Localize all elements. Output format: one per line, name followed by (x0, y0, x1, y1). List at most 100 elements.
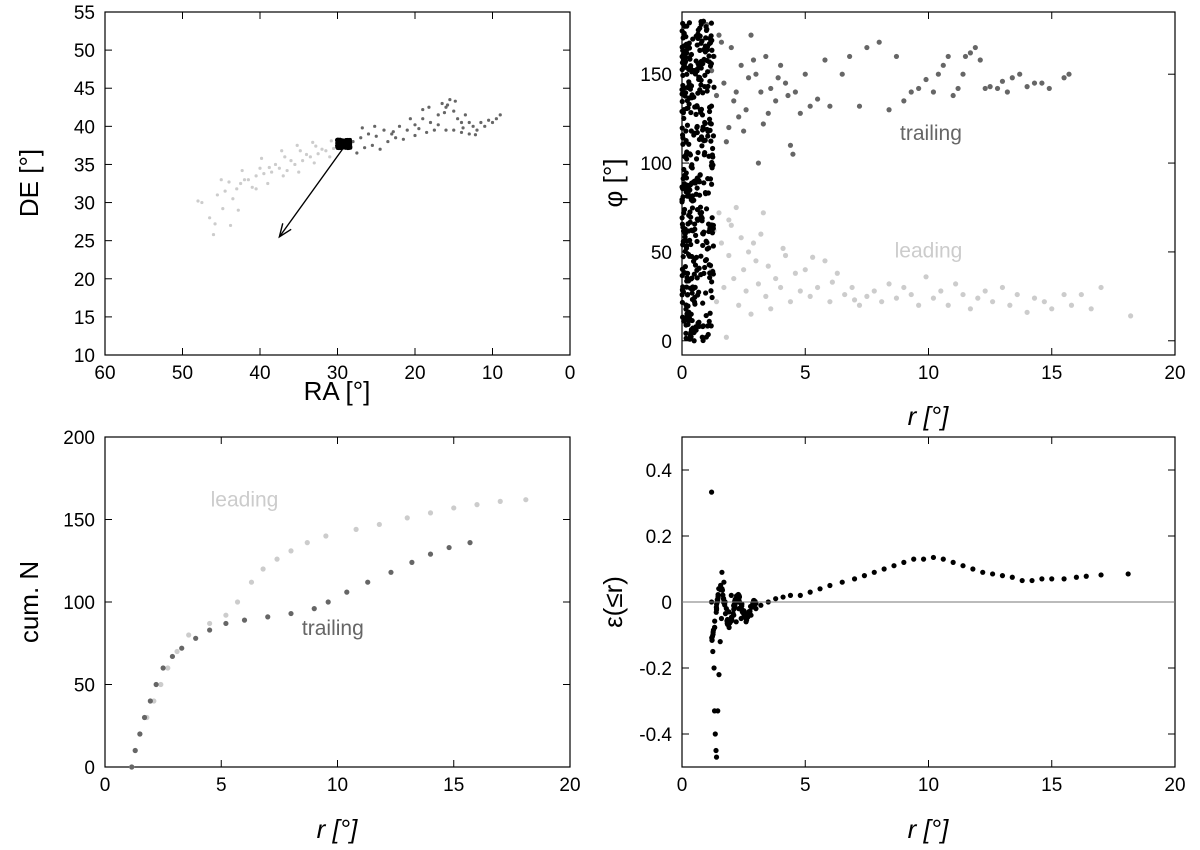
point-trailing (708, 68, 715, 74)
point-core (683, 284, 690, 290)
point-leading (763, 293, 769, 299)
point-core (679, 299, 685, 306)
point-epsilon (999, 573, 1006, 579)
point-trailing (427, 551, 434, 557)
annotation-leading: leading (895, 239, 963, 262)
point-trailing (344, 589, 350, 595)
point-core (696, 289, 702, 295)
point-leading (308, 155, 312, 159)
point-core (684, 105, 690, 112)
point-leading (822, 258, 828, 264)
point-trailing (827, 103, 833, 109)
point-epsilon (721, 579, 727, 585)
point-leading (765, 263, 771, 269)
point-oscillation (738, 603, 745, 609)
point-core (683, 302, 689, 308)
point-core (686, 65, 692, 71)
point-core (684, 270, 691, 276)
point-epsilon (861, 573, 868, 579)
point-trailing (147, 698, 153, 704)
point-leading (234, 599, 241, 605)
y-tick-label: 30 (74, 194, 95, 215)
point-trailing (467, 120, 471, 125)
y-axis-label: ε(≤r) (598, 576, 628, 628)
point-trailing (436, 123, 440, 127)
point-oscillation (714, 597, 720, 603)
x-tick-label: 5 (800, 775, 811, 796)
point-leading (975, 295, 981, 301)
point-core (687, 193, 693, 200)
point-oscillation (712, 624, 718, 631)
point-trailing (999, 78, 1006, 84)
point-trailing (483, 124, 487, 128)
point-leading (207, 620, 213, 627)
point-core (704, 26, 710, 32)
point-core (702, 72, 708, 78)
point-leading (718, 240, 725, 246)
point-core (698, 65, 704, 71)
point-trailing (977, 57, 983, 63)
point-leading (849, 284, 855, 291)
point-oscillation (713, 609, 719, 615)
point-trailing (179, 645, 185, 651)
x-tick-label: 10 (918, 363, 939, 384)
point-trailing (363, 146, 367, 150)
point-trailing (129, 764, 135, 770)
overlay: trailing leading (895, 122, 963, 262)
point-trailing (448, 98, 452, 102)
point-core (685, 292, 691, 298)
point-epsilon (758, 602, 764, 608)
point-core (700, 337, 706, 344)
point-trailing (994, 85, 1001, 92)
point-core (709, 230, 716, 236)
point-core (703, 206, 710, 212)
point-trailing (490, 120, 495, 125)
point-epsilon (930, 554, 937, 561)
point-oscillation (715, 591, 721, 598)
point-leading (240, 168, 244, 173)
point-trailing (494, 117, 498, 121)
point-trailing (471, 124, 475, 128)
point-epsilon (787, 592, 794, 599)
point-core (700, 242, 706, 249)
x-tick-label: 50 (172, 363, 193, 384)
point-trailing (388, 569, 394, 575)
x-tick-label: 15 (1041, 775, 1062, 796)
point-core (692, 221, 698, 227)
point-core (709, 279, 715, 285)
point-leading (945, 302, 951, 308)
point-epsilon (708, 489, 715, 495)
point-epsilon (711, 665, 717, 671)
panel-ra-de: 60 50 40 30 20 10 0 10 15 20 25 30 35 40 45 50 55 RA [°]… (14, 3, 575, 406)
point-leading (246, 178, 250, 182)
point-leading (174, 648, 180, 655)
point-core (687, 187, 693, 193)
point-core (709, 294, 715, 301)
point-core (335, 144, 339, 149)
point-epsilon (839, 579, 845, 585)
y-tick-label: 50 (651, 243, 672, 264)
point-core (705, 69, 711, 75)
data-points (708, 489, 1131, 760)
y-axis-label: DE [°] (14, 149, 44, 217)
point-core (708, 181, 715, 187)
point-core (709, 37, 715, 43)
point-core (340, 141, 344, 146)
point-core (710, 243, 717, 249)
point-leading (228, 223, 233, 228)
point-trailing (456, 117, 460, 121)
point-trailing (723, 139, 729, 145)
point-core (694, 66, 700, 73)
point-core (694, 238, 700, 245)
point-trailing (955, 85, 961, 92)
point-core (693, 33, 699, 39)
point-leading (451, 505, 457, 511)
y-tick-label: 20 (74, 270, 95, 291)
point-leading (277, 166, 281, 170)
point-core (679, 98, 685, 105)
point-epsilon (871, 569, 877, 575)
point-trailing (935, 71, 941, 77)
overlay (278, 144, 346, 239)
point-core (679, 215, 685, 221)
